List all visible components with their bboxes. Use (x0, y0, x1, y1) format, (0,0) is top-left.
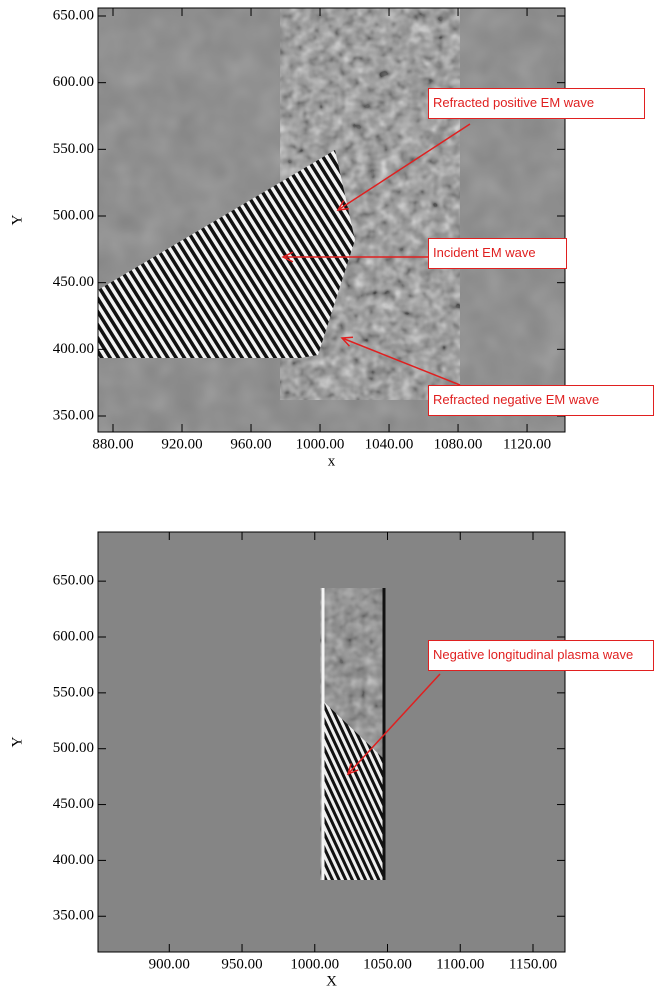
y-tick-label: 450.00 (53, 796, 94, 812)
figure: 880.00 920.00 960.00 1000.00 1040.00 1080.00 1… (0, 0, 654, 993)
y-tick-label: 400.00 (53, 852, 94, 868)
x-tick-label: 900.00 (149, 956, 190, 972)
y-tick-label: 600.00 (53, 74, 94, 90)
y-axis-label: Y (9, 736, 25, 747)
y-tick-label: 550.00 (53, 684, 94, 700)
x-tick-label: 950.00 (221, 956, 262, 972)
field-image (98, 532, 565, 952)
x-tick-label: 1040.00 (365, 436, 414, 452)
x-tick-label: 1080.00 (434, 436, 483, 452)
x-tick-label: 1120.00 (503, 436, 551, 452)
annotation: Incident EM wave (428, 238, 567, 269)
y-tick-label: 600.00 (53, 628, 94, 644)
y-axis-label: Y (9, 214, 25, 225)
annotation: Refracted positive EM wave (428, 88, 645, 119)
annotation: Negative longitudinal plasma wave (428, 640, 654, 671)
y-tick-label: 550.00 (53, 141, 94, 157)
y-tick-label: 500.00 (53, 207, 94, 223)
annotation: Refracted negative EM wave (428, 385, 654, 416)
y-tick-label: 500.00 (53, 740, 94, 756)
x-tick-label: 1050.00 (363, 956, 412, 972)
x-tick-label: 1100.00 (436, 956, 484, 972)
x-tick-label: 1000.00 (296, 436, 345, 452)
x-tick-label: 1150.00 (509, 956, 557, 972)
y-tick-label: 400.00 (53, 341, 94, 357)
y-tick-label: 450.00 (53, 274, 94, 290)
x-tick-label: 1000.00 (290, 956, 339, 972)
chart: 880.00 920.00 960.00 1000.00 1040.00 1080.00 1… (0, 0, 654, 993)
y-tick-label: 350.00 (53, 407, 94, 423)
y-tick-label: 650.00 (53, 573, 94, 589)
x-axis-label: x (328, 453, 336, 469)
x-tick-label: 920.00 (161, 436, 202, 452)
x-tick-label: 880.00 (92, 436, 133, 452)
x-tick-label: 960.00 (230, 436, 271, 452)
y-tick-label: 350.00 (53, 908, 94, 924)
field-image (98, 0, 565, 432)
x-axis-label: X (326, 973, 337, 989)
y-tick-label: 650.00 (53, 7, 94, 23)
